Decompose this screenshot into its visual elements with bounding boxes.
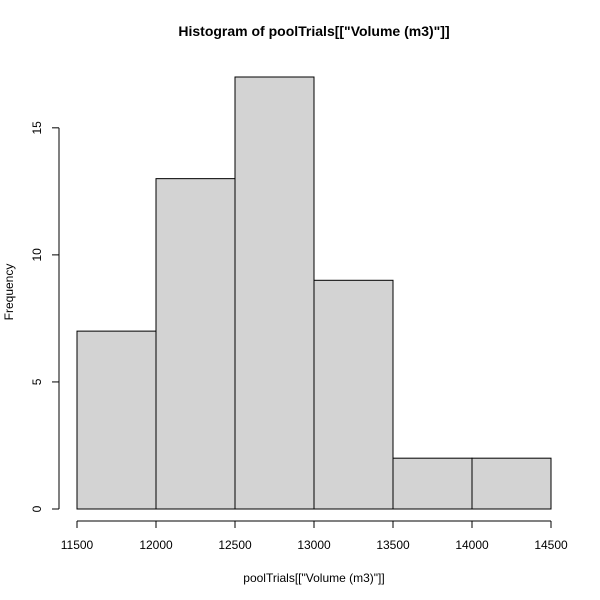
histogram-bar (76, 330, 157, 510)
y-axis: 0 5 10 15 (30, 121, 60, 512)
x-tick-label: 13500 (376, 538, 410, 552)
y-tick-label: 5 (30, 378, 44, 385)
x-axis: 11500 12000 12500 13000 13500 14000 14500 (61, 520, 568, 552)
x-tick-label: 13000 (297, 538, 331, 552)
x-tick-label: 11500 (61, 538, 94, 552)
x-tick-label: 12500 (218, 538, 252, 552)
y-tick-label: 0 (30, 505, 44, 512)
x-tick-label: 14500 (534, 538, 568, 552)
y-axis-label: Frequency (2, 264, 16, 321)
y-tick-label: 10 (30, 248, 44, 262)
x-axis-label: poolTrials[["Volume (m3)"]] (243, 571, 384, 585)
x-tick-label: 14000 (455, 538, 489, 552)
y-tick-label: 15 (30, 121, 44, 135)
bars-group (76, 76, 552, 510)
x-tick-label: 12000 (139, 538, 173, 552)
histogram-bar (155, 178, 236, 510)
histogram-bar (471, 457, 552, 510)
histogram-bar (313, 279, 394, 510)
histogram-bar (392, 457, 473, 510)
chart-title: Histogram of poolTrials[["Volume (m3)"]] (178, 23, 449, 39)
histogram-bar (234, 76, 315, 510)
